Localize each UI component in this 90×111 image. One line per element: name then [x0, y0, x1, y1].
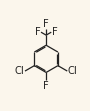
Text: F: F	[52, 27, 57, 37]
Text: Cl: Cl	[15, 66, 25, 76]
Text: Cl: Cl	[68, 66, 77, 76]
Text: F: F	[43, 19, 49, 29]
Text: F: F	[43, 81, 49, 91]
Text: F: F	[35, 27, 41, 37]
